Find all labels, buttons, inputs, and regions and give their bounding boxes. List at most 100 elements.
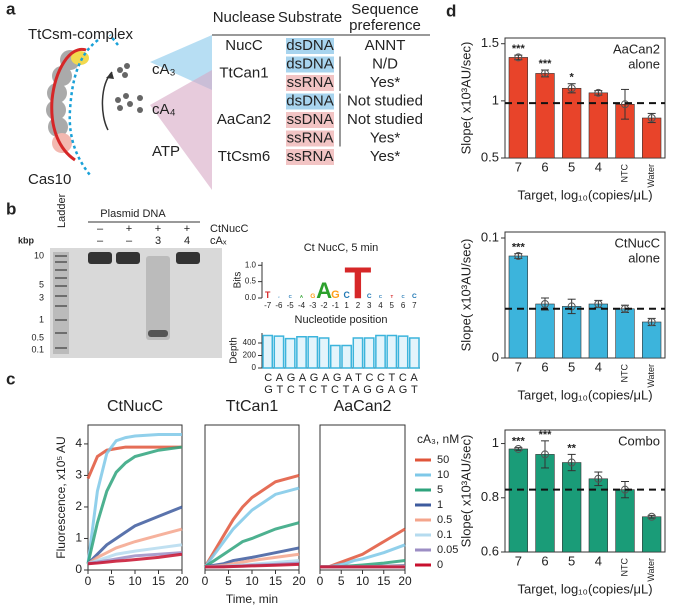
x-tick-label: -3 bbox=[309, 301, 317, 310]
preference: N/D bbox=[372, 55, 398, 72]
bar bbox=[588, 303, 608, 359]
preference: ANNT bbox=[365, 37, 406, 54]
bar bbox=[642, 117, 662, 159]
y-tick-label: 1.5 bbox=[481, 35, 499, 50]
x-tick-label: 7 bbox=[412, 301, 417, 310]
x-tick-label: NTC bbox=[619, 164, 629, 183]
nuclease: AaCan2 bbox=[217, 111, 271, 128]
panel-letter: c bbox=[6, 369, 15, 388]
point bbox=[594, 300, 603, 308]
x-tick-label: -7 bbox=[264, 301, 272, 310]
sequence: CAGAGAGATCCTCA bbox=[264, 372, 418, 384]
series-line bbox=[86, 432, 182, 564]
preference: Not studied bbox=[347, 111, 423, 128]
x-tick-label: Water bbox=[646, 364, 656, 388]
bar bbox=[535, 73, 555, 159]
substrate: ssRNA bbox=[287, 148, 334, 165]
x-axis-label: Target, log₁₀(copies/μL) bbox=[517, 581, 652, 596]
complex-art bbox=[46, 34, 212, 190]
unit-label: kbp bbox=[18, 235, 35, 245]
nuclease: NucC bbox=[225, 37, 263, 54]
x-tick-label: 5 bbox=[338, 574, 345, 588]
x-tick-label: 15 bbox=[377, 574, 391, 588]
charts: 0.511.5 ***7***6*5 4 NTC WaterAaCan2aloneSlo… bbox=[54, 35, 666, 606]
series-line bbox=[87, 543, 183, 566]
point bbox=[594, 88, 603, 97]
logo-letter: C bbox=[343, 290, 350, 300]
plot-frame bbox=[504, 37, 666, 159]
y-axis-label: Depth bbox=[229, 337, 240, 364]
point bbox=[541, 300, 549, 308]
substrate-box bbox=[286, 112, 334, 128]
x-tick-label: Water bbox=[646, 558, 656, 582]
y-axis-label: Slope( x10³AU/sec) bbox=[458, 239, 473, 352]
x-tick-label: 6 bbox=[541, 553, 548, 568]
y-axis-label: Slope( x10³AU/sec) bbox=[458, 42, 473, 155]
x-tick-label: 7 bbox=[515, 553, 522, 568]
x-tick-label: 2 bbox=[356, 301, 361, 310]
significance: *** bbox=[512, 436, 526, 448]
lane-cell: – bbox=[126, 235, 133, 247]
panel-letter: d bbox=[446, 1, 456, 20]
point bbox=[567, 84, 576, 93]
bar bbox=[273, 335, 285, 369]
bar bbox=[642, 516, 662, 553]
point bbox=[541, 69, 549, 78]
substrate: dsDNA bbox=[286, 92, 334, 109]
significance: *** bbox=[539, 429, 553, 441]
series-line bbox=[86, 505, 183, 565]
annotation: alone bbox=[628, 56, 660, 71]
sequence: GTCTCTCTAGGAGT bbox=[264, 384, 418, 396]
bar bbox=[307, 336, 319, 369]
y-tick-label: 0 bbox=[252, 363, 257, 372]
table-header: Nuclease bbox=[213, 9, 276, 26]
significance: *** bbox=[539, 58, 553, 70]
logo-letter: T bbox=[265, 290, 271, 300]
plasmid-label: Plasmid DNA bbox=[100, 208, 166, 220]
annotation: AaCan2 bbox=[613, 41, 660, 56]
logo-letter: T bbox=[344, 259, 371, 308]
nuclease: TtCan1 bbox=[219, 65, 268, 82]
x-tick-label: 0 bbox=[317, 574, 324, 588]
logo-letter: G bbox=[310, 293, 315, 300]
y-tick-label: 4 bbox=[75, 436, 82, 450]
significance: *** bbox=[512, 242, 526, 254]
point bbox=[621, 100, 629, 109]
y-tick-label: 0.8 bbox=[481, 489, 499, 504]
series-line bbox=[203, 473, 300, 568]
gel-bands bbox=[53, 252, 200, 354]
point bbox=[514, 444, 523, 453]
point bbox=[594, 474, 603, 483]
bar bbox=[535, 454, 555, 553]
table-header: Sequence bbox=[351, 1, 419, 18]
x-tick-label: 6 bbox=[541, 159, 548, 174]
substrate-box bbox=[286, 75, 334, 91]
bar bbox=[615, 308, 635, 359]
x-tick-label: 4 bbox=[595, 159, 602, 174]
x-tick-label: 5 bbox=[108, 574, 115, 588]
bar bbox=[397, 335, 409, 369]
x-tick-label: NTC bbox=[619, 364, 629, 383]
bar bbox=[615, 489, 635, 553]
point bbox=[647, 114, 656, 122]
x-tick-label: 5 bbox=[568, 553, 575, 568]
legend-label: 0 bbox=[437, 559, 443, 571]
panel-letter: a bbox=[6, 0, 16, 18]
logo-letter: A bbox=[300, 294, 304, 299]
x-axis-label: Target, log₁₀(copies/μL) bbox=[517, 187, 652, 202]
legend-label: 1 bbox=[437, 499, 443, 511]
bar bbox=[341, 344, 353, 369]
lane-cell: – bbox=[97, 235, 104, 247]
x-tick-label: 4 bbox=[595, 359, 602, 374]
y-tick-label: 2 bbox=[75, 499, 82, 513]
legend-title: cA₃, nM bbox=[417, 432, 459, 446]
bar bbox=[318, 337, 330, 369]
x-tick-label: 1 bbox=[344, 301, 349, 310]
x-axis-label: Target, log₁₀(copies/μL) bbox=[517, 387, 652, 402]
logo-letter: A bbox=[316, 278, 332, 303]
y-axis-label: Slope( x10³AU/sec) bbox=[458, 435, 473, 548]
bar bbox=[363, 337, 375, 369]
y-tick-label: 1 bbox=[492, 92, 499, 107]
logo-letter: C bbox=[379, 294, 383, 299]
